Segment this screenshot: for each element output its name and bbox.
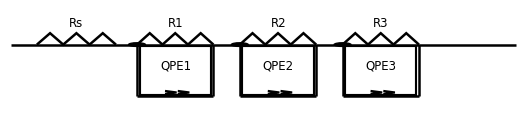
Text: QPE2: QPE2	[262, 59, 294, 72]
Text: QPE3: QPE3	[366, 59, 396, 72]
Text: R3: R3	[373, 16, 389, 29]
Text: QPE1: QPE1	[160, 59, 191, 72]
Text: R2: R2	[270, 16, 286, 29]
Circle shape	[231, 43, 248, 47]
Text: R1: R1	[168, 16, 183, 29]
Circle shape	[334, 43, 351, 47]
Text: Rs: Rs	[69, 16, 84, 29]
Circle shape	[129, 43, 145, 47]
